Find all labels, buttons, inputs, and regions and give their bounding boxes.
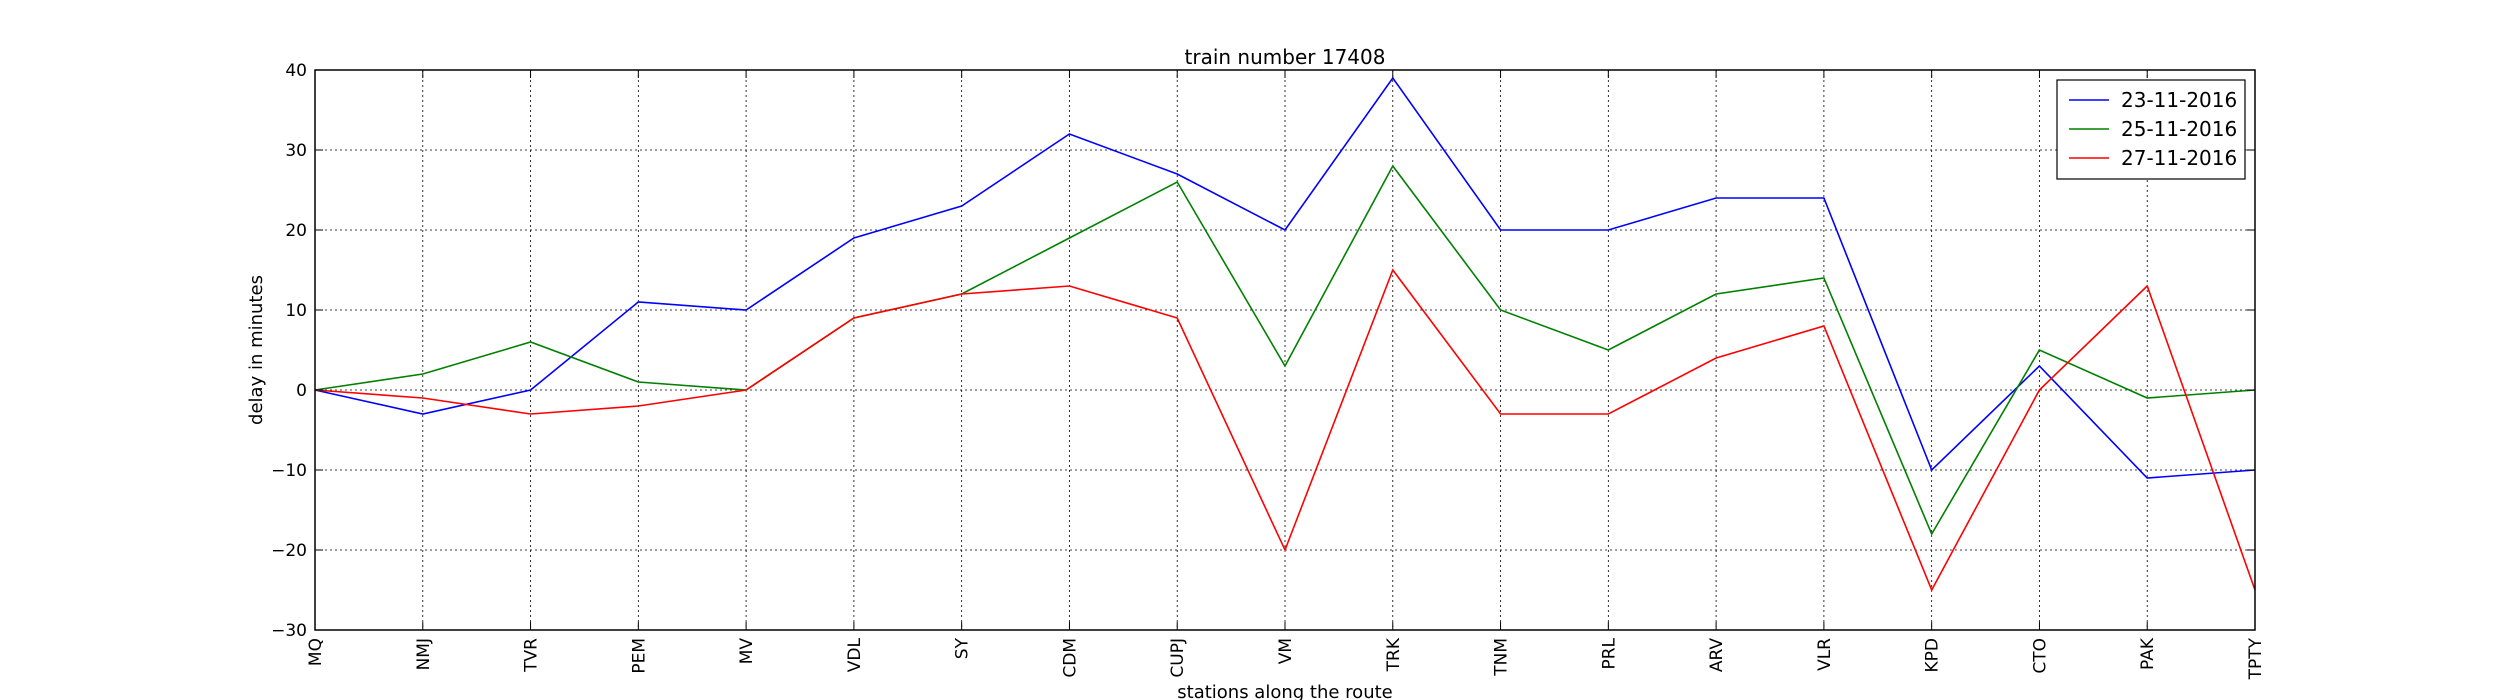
chart-title: train number 17408 [1185, 45, 1386, 69]
series-lines [314, 76, 2256, 592]
x-tick-label: VDL [845, 637, 865, 672]
x-tick-label: KPD [1923, 638, 1943, 673]
x-tick-label: NMJ [414, 638, 434, 670]
y-tick-label: −10 [271, 461, 307, 481]
x-tick-label: TNM [1492, 638, 1512, 677]
grid [315, 69, 2255, 631]
x-tick-label: CUPJ [1168, 638, 1188, 678]
y-axis-title: delay in minutes [246, 275, 267, 425]
x-tick-label: VM [1276, 638, 1296, 664]
series-line-23-11-2016 [314, 76, 2256, 479]
x-tick-label: PRL [1599, 637, 1619, 669]
legend-label: 27-11-2016 [2121, 146, 2237, 170]
x-tick-label: SY [953, 637, 973, 659]
x-tick-label: TPTY [2246, 637, 2266, 680]
x-tick-label: CTO [2030, 638, 2050, 674]
x-tick-label: TRK [1384, 637, 1404, 672]
series-line-27-11-2016 [314, 268, 2256, 592]
x-tick-label: PEM [629, 638, 649, 674]
y-tick-label: 10 [285, 301, 307, 321]
x-axis-title: stations along the route [1177, 682, 1392, 700]
x-tick-label: ARV [1707, 638, 1727, 673]
x-tick-label: CDM [1060, 638, 1080, 678]
x-tick-label: VLR [1815, 638, 1835, 671]
legend-label: 25-11-2016 [2121, 117, 2237, 141]
y-tick-label: 20 [285, 221, 307, 241]
x-tick-label: TVR [522, 638, 542, 673]
y-tick-label: −20 [271, 541, 307, 561]
x-tick-label: MQ [306, 638, 326, 666]
y-tick-label: 0 [296, 381, 307, 401]
y-tick-label: −30 [271, 621, 307, 641]
y-axis-ticks: −30 −20 −10 0 10 20 30 40 [271, 61, 2255, 641]
y-tick-label: 30 [285, 141, 307, 161]
legend: 23-11-2016 25-11-2016 27-11-2016 [2056, 79, 2246, 180]
legend-label: 23-11-2016 [2121, 88, 2237, 112]
x-axis-ticks: MQ NMJ TVR PEM MV VDL SY CDM CUPJ VM TRK TNM PRL ARV V… [306, 70, 2266, 680]
series-line-25-11-2016 [314, 164, 2256, 536]
x-tick-label: PAK [2138, 637, 2158, 670]
x-tick-label: MV [737, 638, 757, 665]
y-tick-label: 40 [285, 61, 307, 81]
